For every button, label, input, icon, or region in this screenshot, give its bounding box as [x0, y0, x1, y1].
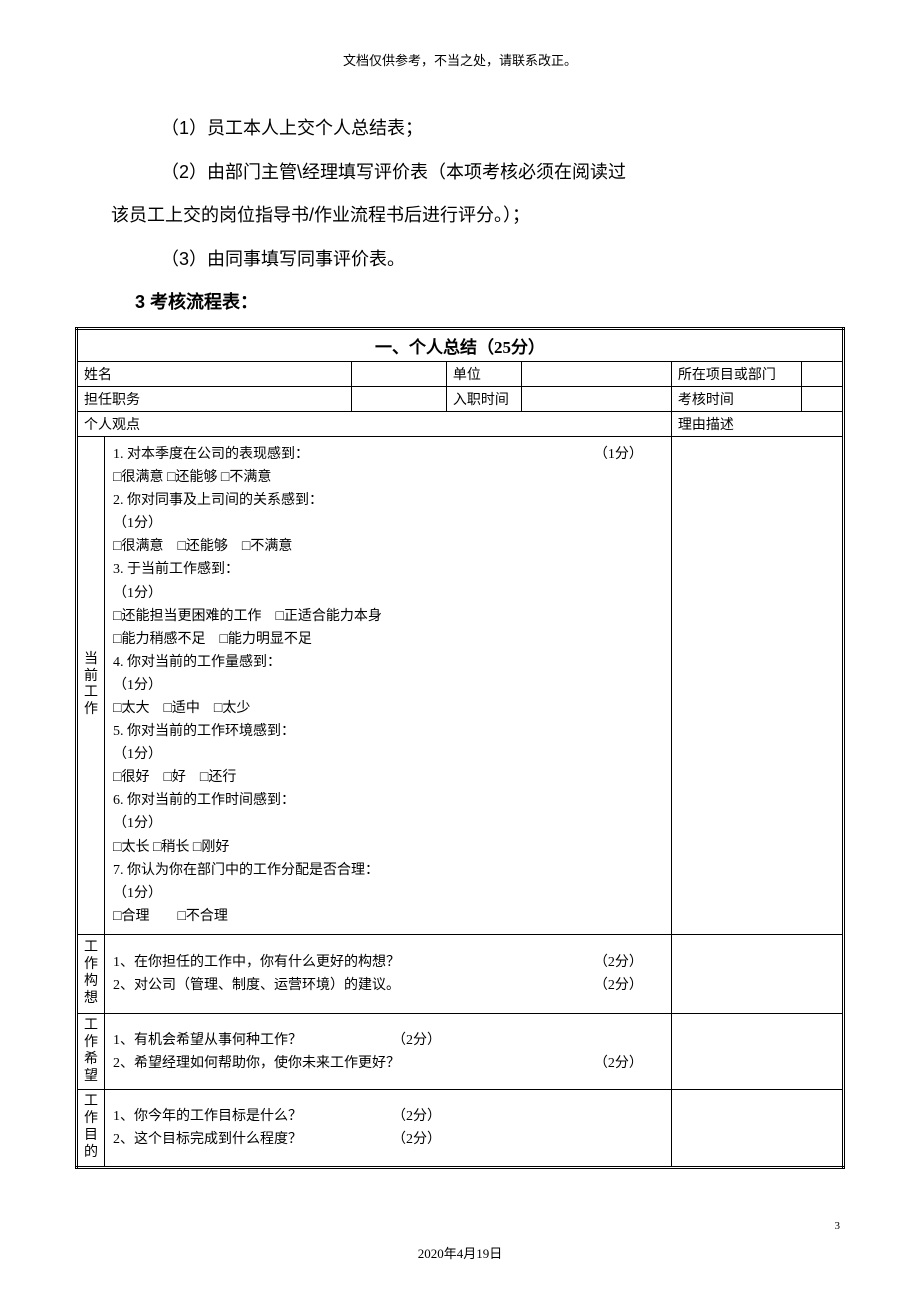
info-row-2: 担任职务 入职时间 考核时间 — [77, 386, 844, 411]
value-dept — [801, 361, 843, 386]
q2: 2. 你对同事及上司间的关系感到： — [113, 489, 663, 512]
s3q1-pts: （2分） — [392, 1029, 461, 1052]
q1-opts: □很满意 □还能够 □不满意 — [113, 466, 663, 489]
reason-work-goal — [671, 1090, 843, 1167]
table-title: 一、个人总结（25分） — [77, 328, 844, 361]
label-work-hope: 工作希望 — [77, 1014, 105, 1090]
q3-opts1: □还能担当更困难的工作 □正适合能力本身 — [113, 605, 663, 628]
s4q2-pts: （2分） — [392, 1128, 461, 1151]
q4-pts: （1分） — [113, 674, 663, 697]
label-assess-time: 考核时间 — [671, 386, 801, 411]
label-current-work: 当前工作 — [77, 436, 105, 934]
value-position — [351, 386, 446, 411]
s2q1-pts: （2分） — [594, 951, 663, 974]
s4q1-pts: （2分） — [392, 1105, 461, 1128]
section-work-hope: 工作希望 1、有机会希望从事何种工作？ （2分） 2、希望经理如何帮助你，使你未来… — [77, 1014, 844, 1090]
assessment-table: 一、个人总结（25分） 姓名 单位 所在项目或部门 担任职务 入职时间 考核时间… — [75, 327, 845, 1169]
s4q2: 2、这个目标完成到什么程度？ — [113, 1128, 302, 1151]
label-reason: 理由描述 — [671, 411, 843, 436]
value-entry — [521, 386, 671, 411]
body-text: （1）员工本人上交个人总结表； （2）由部门主管\经理填写评价表（本项考核必须在… — [75, 109, 845, 323]
reason-current-work — [671, 436, 843, 934]
q5: 5. 你对当前的工作环境感到： — [113, 720, 663, 743]
q3-pts: （1分） — [113, 582, 663, 605]
s3q1: 1、有机会希望从事何种工作？ — [113, 1029, 302, 1052]
footer-date: 2020年4月19日 — [0, 1243, 920, 1262]
q4: 4. 你对当前的工作量感到： — [113, 651, 663, 674]
section-work-goal: 工作目的 1、你今年的工作目标是什么？ （2分） 2、这个目标完成到什么程度？ （2… — [77, 1090, 844, 1167]
body-line-3: （3）由同事填写同事评价表。 — [75, 240, 845, 280]
q6: 6. 你对当前的工作时间感到： — [113, 789, 663, 812]
q6-pts: （1分） — [113, 812, 663, 835]
q6-opts: □太长 □稍长 □刚好 — [113, 836, 663, 859]
q5-pts: （1分） — [113, 743, 663, 766]
section-current-work: 当前工作 1. 对本季度在公司的表现感到： （1分） □很满意 □还能够 □不满意… — [77, 436, 844, 934]
q2-opts: □很满意 □还能够 □不满意 — [113, 535, 663, 558]
body-line-2b: 该员工上交的岗位指导书/作业流程书后进行评分。）； — [75, 196, 845, 236]
label-work-idea: 工作构想 — [77, 934, 105, 1013]
s2q2-pts: （2分） — [594, 974, 663, 997]
header-note: 文档仅供参考，不当之处，请联系改正。 — [75, 50, 845, 69]
content-work-idea: 1、在你担任的工作中，你有什么更好的构想？ （2分） 2、对公司（管理、制度、运营… — [105, 934, 672, 1013]
content-current-work: 1. 对本季度在公司的表现感到： （1分） □很满意 □还能够 □不满意 2. 你… — [105, 436, 672, 934]
s4q1: 1、你今年的工作目标是什么？ — [113, 1105, 302, 1128]
q1: 1. 对本季度在公司的表现感到： — [113, 443, 309, 466]
label-name: 姓名 — [77, 361, 352, 386]
body-line-1: （1）员工本人上交个人总结表； — [75, 109, 845, 149]
content-work-hope: 1、有机会希望从事何种工作？ （2分） 2、希望经理如何帮助你，使你未来工作更好？… — [105, 1014, 672, 1090]
q7-opts: □合理 □不合理 — [113, 905, 663, 928]
content-work-goal: 1、你今年的工作目标是什么？ （2分） 2、这个目标完成到什么程度？ （2分） — [105, 1090, 672, 1167]
info-row-1: 姓名 单位 所在项目或部门 — [77, 361, 844, 386]
label-entry: 入职时间 — [446, 386, 521, 411]
s2q1: 1、在你担任的工作中，你有什么更好的构想？ — [113, 951, 400, 974]
q4-opts: □太大 □适中 □太少 — [113, 697, 663, 720]
value-name — [351, 361, 446, 386]
q2-pts: （1分） — [113, 512, 663, 535]
label-opinion: 个人观点 — [77, 411, 672, 436]
s2q2: 2、对公司（管理、制度、运营环境）的建议。 — [113, 974, 400, 997]
label-dept: 所在项目或部门 — [671, 361, 801, 386]
label-unit: 单位 — [446, 361, 521, 386]
q7-pts: （1分） — [113, 882, 663, 905]
body-line-2: （2）由部门主管\经理填写评价表（本项考核必须在阅读过 — [75, 153, 845, 193]
label-position: 担任职务 — [77, 386, 352, 411]
q5-opts: □很好 □好 □还行 — [113, 766, 663, 789]
value-assess-time — [801, 386, 843, 411]
s3q2-pts: （2分） — [594, 1052, 663, 1075]
reason-work-idea — [671, 934, 843, 1013]
q3: 3. 于当前工作感到： — [113, 558, 663, 581]
s3q2: 2、希望经理如何帮助你，使你未来工作更好？ — [113, 1052, 400, 1075]
info-row-3: 个人观点 理由描述 — [77, 411, 844, 436]
label-work-goal: 工作目的 — [77, 1090, 105, 1167]
section-title: 3 考核流程表： — [75, 283, 845, 323]
q3-opts2: □能力稍感不足 □能力明显不足 — [113, 628, 663, 651]
q1-pts: （1分） — [594, 443, 663, 466]
value-unit — [521, 361, 671, 386]
q7: 7. 你认为你在部门中的工作分配是否合理： — [113, 859, 663, 882]
reason-work-hope — [671, 1014, 843, 1090]
section-work-idea: 工作构想 1、在你担任的工作中，你有什么更好的构想？ （2分） 2、对公司（管理、… — [77, 934, 844, 1013]
page-number: 3 — [835, 1220, 841, 1232]
